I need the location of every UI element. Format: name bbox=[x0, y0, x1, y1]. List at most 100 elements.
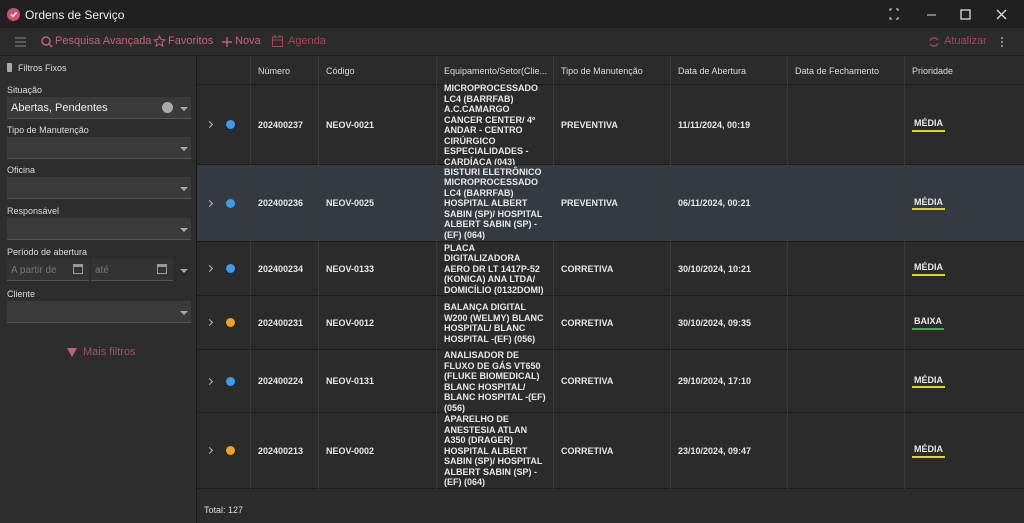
advanced-search[interactable]: Pesquisa Avançada bbox=[55, 35, 152, 47]
table-row[interactable]: 202400224 NEOV-0131 ANALISADOR DE FLUXO DE… bbox=[197, 350, 1024, 413]
app-icon bbox=[7, 8, 20, 21]
cell: NEOV-0025 bbox=[318, 165, 436, 242]
cell: NEOV-0133 bbox=[318, 242, 436, 296]
window-title: Ordens de Serviço bbox=[25, 8, 125, 22]
table-row[interactable]: 202400234 NEOV-0133 PLACA DIGITALIZADORA A… bbox=[197, 242, 1024, 296]
filter-value: Abertas, Pendentes bbox=[11, 102, 108, 114]
date-to[interactable]: até bbox=[91, 259, 173, 281]
cell: 202400237 bbox=[250, 85, 318, 165]
plus-icon bbox=[222, 37, 232, 47]
expand-arrow[interactable] bbox=[205, 318, 214, 327]
filter-label: Responsável bbox=[7, 206, 60, 216]
more-filters[interactable]: Mais filtros bbox=[83, 346, 136, 358]
priority-badge: MÉDIA bbox=[912, 118, 945, 132]
table-row[interactable]: 202400236 NEOV-0025 BISTURI ELETRÔNICO MIC… bbox=[197, 165, 1024, 242]
column-header[interactable]: Equipamento/Setor(Clie... bbox=[436, 56, 553, 85]
cell: PREVENTIVA bbox=[553, 165, 670, 242]
dropdown-caret bbox=[180, 311, 188, 315]
status-dot bbox=[226, 446, 235, 455]
filter-select[interactable] bbox=[7, 137, 191, 159]
column-header[interactable]: Número bbox=[250, 56, 318, 85]
cell: 30/10/2024, 09:35 bbox=[670, 296, 787, 350]
sidebar: Filtros Fixos Situação Abertas, Pendentes T… bbox=[0, 56, 197, 523]
cell: 23/10/2024, 09:47 bbox=[670, 413, 787, 489]
equipment-cell: APARELHO DE ANESTESIA ATLAN A350 (DRAGER… bbox=[436, 413, 553, 489]
new[interactable]: Nova bbox=[235, 35, 261, 47]
cell: NEOV-0012 bbox=[318, 296, 436, 350]
expand-arrow[interactable] bbox=[205, 377, 214, 385]
status-dot bbox=[226, 318, 235, 327]
equipment-cell: ANALISADOR DE FLUXO DE GÁS VT650 (FLUKE … bbox=[436, 350, 553, 413]
cell: 202400213 bbox=[250, 413, 318, 489]
equipment-cell: PLACA DIGITALIZADORA AERO DR LT 1417P-52… bbox=[436, 242, 553, 296]
column-header[interactable]: Prioridade bbox=[904, 56, 1024, 85]
cell: MÉDIA bbox=[904, 165, 1024, 242]
equipment-cell: MICROPROCESSADO LC4 (BARRFAB) A.C.CAMARG… bbox=[436, 83, 553, 167]
title-bar: Ordens de Serviço bbox=[0, 0, 1024, 28]
cell bbox=[787, 242, 904, 296]
table-header bbox=[197, 56, 1024, 85]
clear-button[interactable] bbox=[162, 102, 173, 113]
more-icon[interactable] bbox=[1000, 36, 1004, 48]
cell bbox=[787, 296, 904, 350]
table-row[interactable]: 202400213 NEOV-0002 APARELHO DE ANESTESIA … bbox=[197, 413, 1024, 489]
cell: 202400236 bbox=[250, 165, 318, 242]
date-from-placeholder: A partir de bbox=[11, 265, 57, 276]
column-header[interactable]: Data de Abertura bbox=[670, 56, 787, 85]
toolbar: Pesquisa Avançada Favoritos Nova Agenda … bbox=[0, 28, 1024, 56]
status-dot bbox=[226, 376, 235, 386]
expand-arrow[interactable] bbox=[205, 120, 214, 129]
status-dot bbox=[226, 264, 235, 273]
pin-icon bbox=[7, 63, 12, 72]
expand-arrow[interactable] bbox=[205, 446, 214, 455]
filter-select[interactable] bbox=[7, 301, 191, 323]
cell bbox=[787, 350, 904, 413]
dropdown-caret bbox=[180, 187, 188, 191]
filter-icon bbox=[67, 348, 77, 357]
cell: BAIXA bbox=[904, 296, 1024, 350]
cell: 202400234 bbox=[250, 242, 318, 296]
status-dot bbox=[226, 120, 235, 129]
priority-badge: MÉDIA bbox=[912, 262, 945, 276]
menu-icon[interactable] bbox=[15, 37, 27, 47]
cell: MÉDIA bbox=[904, 242, 1024, 296]
table-row[interactable]: 202400231 NEOV-0012 BALANÇA DIGITAL W200 (… bbox=[197, 296, 1024, 350]
priority-badge: MÉDIA bbox=[912, 444, 945, 458]
filter-label: Período de abertura bbox=[7, 247, 88, 257]
equipment-cell: BALANÇA DIGITAL W200 (WELMY) BLANC HOSPI… bbox=[436, 296, 553, 350]
agenda[interactable]: Agenda bbox=[288, 35, 326, 47]
dropdown-caret bbox=[180, 269, 188, 273]
cell: CORRETIVA bbox=[553, 350, 670, 413]
refresh-icon bbox=[929, 37, 939, 47]
filter-select[interactable] bbox=[7, 177, 191, 199]
cell: MÉDIA bbox=[904, 85, 1024, 165]
sidebar-header: Filtros Fixos bbox=[18, 63, 67, 73]
favorites[interactable]: Favoritos bbox=[168, 35, 214, 47]
cell bbox=[787, 85, 904, 165]
cell bbox=[787, 413, 904, 489]
expand-arrow[interactable] bbox=[205, 199, 214, 207]
column-header[interactable]: Código bbox=[318, 56, 436, 85]
window-controls[interactable] bbox=[880, 6, 1020, 22]
cell: NEOV-0021 bbox=[318, 85, 436, 165]
column-header[interactable]: Data de Fechamento bbox=[787, 56, 904, 85]
priority-badge: MÉDIA bbox=[912, 375, 945, 389]
refresh[interactable]: Atualizar bbox=[944, 35, 987, 47]
cell: NEOV-0002 bbox=[318, 413, 436, 489]
table-row[interactable]: 202400237 NEOV-0021 MICROPROCESSADO LC4 (B… bbox=[197, 83, 1024, 167]
date-from[interactable]: A partir de bbox=[7, 259, 89, 281]
filter-select[interactable]: Abertas, Pendentes bbox=[7, 97, 191, 119]
priority-badge: MÉDIA bbox=[912, 197, 945, 211]
total: Total: 127 bbox=[204, 505, 244, 515]
calendar-icon bbox=[157, 264, 167, 274]
column-header[interactable]: Tipo de Manutenção bbox=[553, 56, 670, 85]
cell: 29/10/2024, 17:10 bbox=[670, 350, 787, 413]
expand-arrow[interactable] bbox=[205, 264, 214, 273]
filter-label: Cliente bbox=[7, 289, 36, 299]
filter-label: Oficina bbox=[7, 165, 36, 175]
cell: CORRETIVA bbox=[553, 296, 670, 350]
star-icon bbox=[153, 35, 166, 48]
filter-select[interactable] bbox=[7, 218, 191, 240]
priority-badge: BAIXA bbox=[912, 316, 945, 330]
